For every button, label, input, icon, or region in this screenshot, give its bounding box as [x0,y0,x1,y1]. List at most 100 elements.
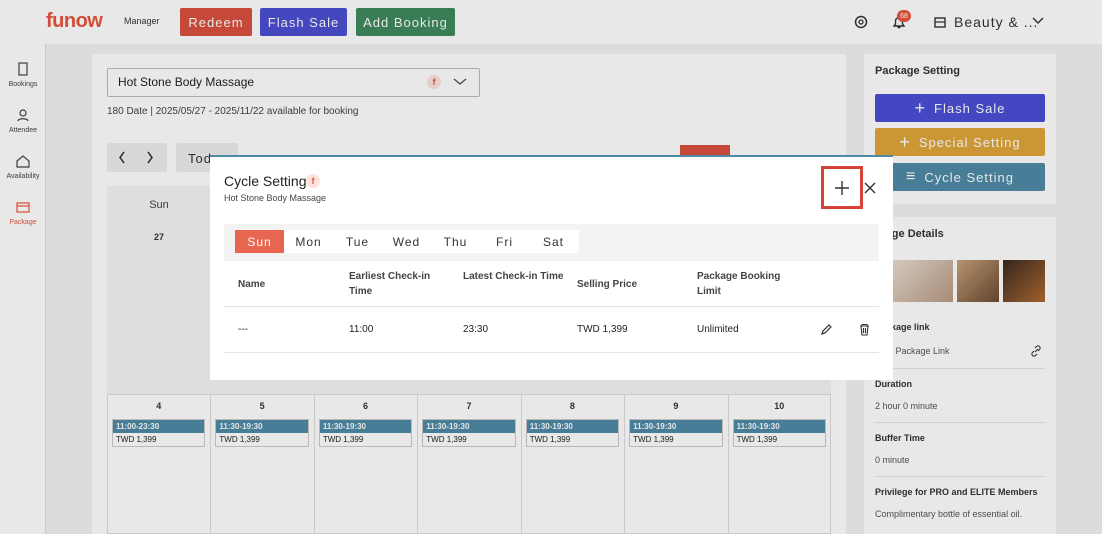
event-time: 11:30-19:30 [630,420,722,433]
table-header: Latest Check-in Time [463,271,564,282]
availability-text: 180 Date | 2025/05/27 - 2025/11/22 avail… [107,106,359,117]
modal-title: Cycle Setting [224,173,307,189]
tab[interactable]: Thu [443,234,468,249]
table-cell: 11:00 [349,324,374,335]
table-cell: Unlimited [697,324,739,335]
table-cell: TWD 1,399 [577,324,628,335]
flash-sale-button[interactable]: Flash Sale [260,8,347,36]
buffer-label: Buffer Time [875,433,925,443]
package-icon[interactable] [16,200,30,214]
event-price: TWD 1,399 [426,435,467,444]
select-chevron[interactable] [453,78,467,86]
button-text: Cycle Setting [924,169,1014,185]
edit-icon[interactable] [820,323,833,336]
column-divider [210,395,212,534]
event-time: 11:30-19:30 [526,420,619,433]
settings-icon[interactable] [853,14,869,30]
divider [875,476,1045,477]
link-icon[interactable] [1030,345,1042,357]
logo[interactable]: funow [46,10,103,32]
availability-icon[interactable] [16,154,30,168]
sidebar-item-active[interactable]: Package [9,219,37,226]
account-name[interactable]: Beauty & ... [954,14,1039,30]
add-button-highlight[interactable] [821,166,863,209]
store-icon [934,17,946,28]
event-time: 11:30-19:30 [319,420,412,433]
tab[interactable]: Fri [496,234,513,249]
divider [875,368,1045,369]
event[interactable]: 11:30-19:30 TWD 1,399 [318,419,413,447]
privilege: Complimentary bottle of essential oil. [875,509,1023,519]
funow-badge: f [306,174,320,188]
package-select[interactable] [107,68,480,97]
duration: 2 hour 0 minute [875,401,938,411]
attendee-icon[interactable] [16,108,30,122]
button-text: Special Setting [918,134,1021,150]
nav-arrows[interactable] [107,143,167,172]
bookings-icon[interactable] [16,62,30,76]
cycle-setting[interactable]: ≡ Cycle Setting [875,163,1045,191]
special-setting[interactable]: + Special Setting [875,128,1045,156]
logo-suffix: Manager [124,16,160,26]
event[interactable]: 11:00-23:30 TWD 1,399 [112,419,206,447]
event[interactable]: 11:30-19:30 TWD 1,399 [629,419,723,447]
date-label: 7 [466,401,472,411]
notification-badge: 68 [897,10,911,22]
event[interactable]: 11:30-19:30 TWD 1,399 [732,419,826,447]
event[interactable]: 11:30-19:30 TWD 1,399 [215,419,309,447]
delete-icon[interactable] [858,323,871,336]
flash-sale-setting[interactable]: + Flash Sale [875,94,1045,122]
divider [224,306,879,307]
divider [224,352,879,353]
event[interactable]: 11:30-19:30 TWD 1,399 [422,419,516,447]
date-label: 27 [153,232,164,242]
table-header: Selling Price [577,279,638,290]
close-icon[interactable] [864,182,876,194]
nav-arrow-icons[interactable] [107,143,167,172]
tab[interactable]: Mon [295,234,322,249]
table-cell: 23:30 [463,324,489,335]
photo[interactable] [957,260,999,302]
event-time: 11:30-19:30 [216,420,308,433]
view-toggle[interactable] [680,145,730,157]
event-time: 11:30-19:30 [733,420,825,433]
tab[interactable]: Sat [542,234,564,249]
redeem-button[interactable]: Redeem [180,8,252,36]
package-select-text: Hot Stone Body Massage [118,75,255,89]
weekday-label: Sun [149,199,169,211]
column-divider [624,395,626,534]
tab[interactable]: Wed [392,234,421,249]
photo[interactable] [1003,260,1045,302]
event-price: TWD 1,399 [322,435,364,444]
add-icon[interactable] [834,180,850,196]
link-label: Package link [875,322,930,332]
buffer: 0 minute [875,455,910,465]
button-text: Flash Sale [934,100,1006,116]
column-divider [417,395,419,534]
event-price: TWD 1,399 [633,435,674,444]
link-text[interactable]: Funow Package Link [866,346,950,356]
funow-badge: f [427,75,441,89]
table-header: Name [238,279,266,290]
date-label: 4 [156,401,162,411]
event-price: TWD 1,399 [116,435,157,444]
date-label: 10 [774,401,785,411]
column-divider [313,395,315,534]
sidebar-item[interactable]: Bookings [8,81,38,88]
photo[interactable] [893,260,953,302]
sidebar [0,44,46,534]
sidebar-item[interactable]: Availability [6,173,40,180]
date-label: 6 [363,401,369,411]
panel-title: Package Setting [875,65,960,77]
event-time: 11:30-19:30 [423,420,515,433]
date-label: 8 [569,401,575,411]
tab-active[interactable]: Sun [235,230,284,253]
divider [875,422,1045,423]
duration-label: Duration [875,379,912,389]
event[interactable]: 11:30-19:30 TWD 1,399 [525,419,620,447]
tab[interactable]: Tue [345,234,370,249]
add-booking-button[interactable]: Add Booking [356,8,455,36]
table-header: Earliest Check-in Time [349,271,431,297]
sidebar-item[interactable]: Attendee [8,127,38,134]
account-chevron[interactable] [1032,17,1044,25]
